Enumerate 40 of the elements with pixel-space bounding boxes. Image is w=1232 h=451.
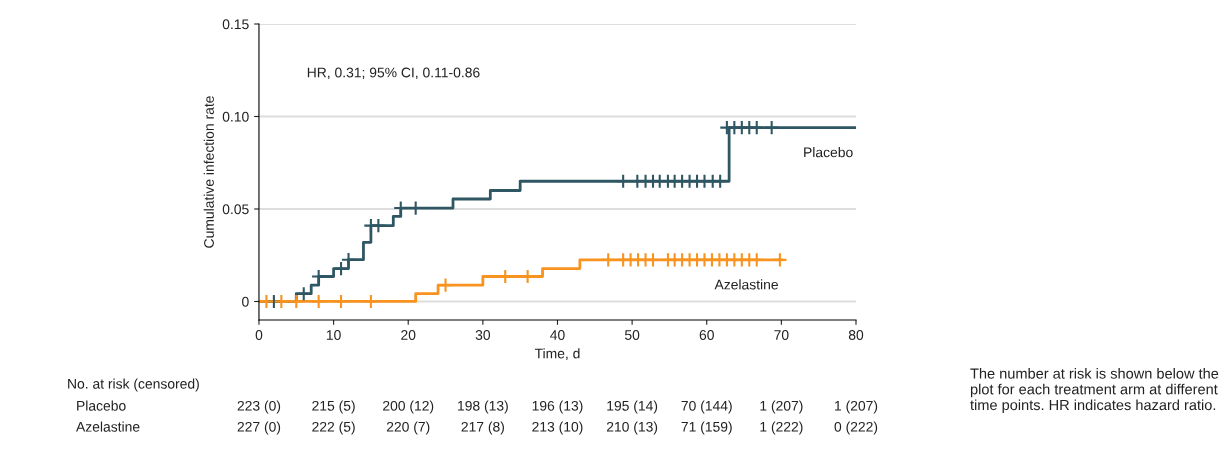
text: 1 (222) xyxy=(760,421,803,435)
y-tick-label: 0.10 xyxy=(222,111,249,122)
x-tick-label: 30 xyxy=(475,330,491,340)
x-tick-label: 80 xyxy=(848,330,864,340)
text: 0 (222) xyxy=(834,421,878,435)
text: 227 (0) xyxy=(237,421,281,435)
y-axis-title: Cumulative infection rate xyxy=(203,96,214,248)
text: 220 (7) xyxy=(386,421,430,435)
text: 223 (0) xyxy=(237,400,281,414)
x-tick-label: 40 xyxy=(550,330,565,340)
x-tick-label: 20 xyxy=(401,330,416,340)
x-tick-label: 0 xyxy=(255,330,263,340)
text: 217 (8) xyxy=(461,421,504,435)
text: Azelastine xyxy=(76,421,140,432)
x-tick-label: 70 xyxy=(774,330,789,340)
y-tick-label: 0 xyxy=(242,296,249,307)
text: Placebo xyxy=(77,400,126,411)
text: No. at risk (censored) xyxy=(68,378,199,392)
y-tick-label: 0.05 xyxy=(222,204,249,215)
series-label: Azelastine xyxy=(714,279,778,290)
text: 215 (5) xyxy=(312,400,355,414)
x-axis-title: Time, d xyxy=(534,348,580,361)
text: 210 (13) xyxy=(606,421,658,435)
text: 71 (159) xyxy=(681,421,732,435)
text: 222 (5) xyxy=(312,421,355,435)
x-tick-label: 10 xyxy=(326,330,341,340)
text: 1 (207) xyxy=(760,400,803,414)
text: 200 (12) xyxy=(383,400,434,414)
x-tick-label: 50 xyxy=(624,330,640,340)
text: 195 (14) xyxy=(607,400,658,414)
y-tick-label: 0.15 xyxy=(222,19,249,30)
annotation: HR, 0.31; 95% CI, 0.11-0.86 xyxy=(307,67,480,80)
text: 196 (13) xyxy=(532,400,583,414)
text: The number at risk is shown below the plot for each treatment arm at different time points. HR indicates hazard ratio. xyxy=(970,368,1219,414)
x-tick-label: 60 xyxy=(699,330,714,340)
text: 1 (207) xyxy=(835,400,878,414)
text: 213 (10) xyxy=(532,421,583,435)
series-label: Placebo xyxy=(804,147,853,158)
text: 70 (144) xyxy=(681,400,732,414)
text: 198 (13) xyxy=(458,400,508,414)
